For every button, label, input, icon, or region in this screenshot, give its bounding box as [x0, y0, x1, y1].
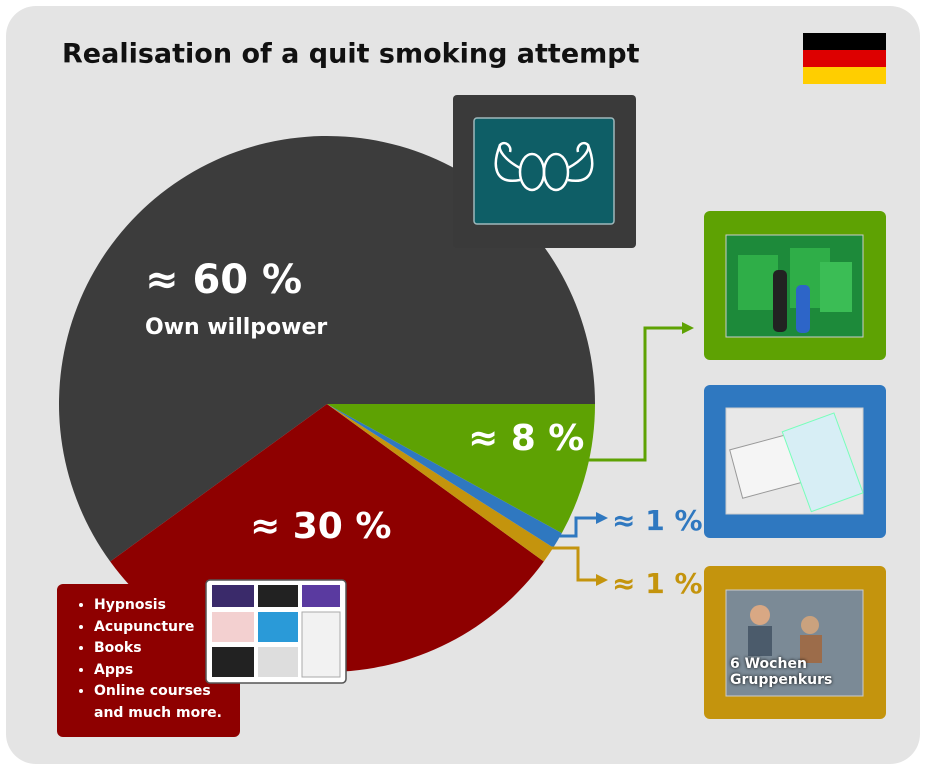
value-label: ≈ 8 %	[468, 418, 584, 459]
blue-box	[704, 385, 886, 538]
chart-title: Realisation of a quit smoking attempt	[62, 39, 640, 70]
box-caption: 6 Wochen Gruppenkurs	[730, 656, 850, 688]
slice-name: Own willpower	[145, 315, 327, 340]
brain-box	[453, 95, 636, 248]
method-list: HypnosisAcupunctureBooksAppsOnline cours…	[76, 595, 234, 724]
list-item: Acupuncture	[94, 617, 234, 639]
gold-box	[704, 566, 886, 719]
list-item: Books	[94, 638, 234, 660]
value-label: ≈ 30 %	[250, 506, 391, 547]
flag	[803, 33, 886, 84]
value-label: ≈ 1 %	[612, 504, 703, 537]
list-item: Online courses and much more.	[94, 681, 234, 724]
page: Realisation of a quit smoking attempt	[0, 0, 928, 770]
green-box	[704, 211, 886, 360]
value-label: ≈ 1 %	[612, 567, 703, 600]
list-item: Hypnosis	[94, 595, 234, 617]
list-item: Apps	[94, 660, 234, 682]
value-label: ≈ 60 %	[145, 257, 302, 303]
